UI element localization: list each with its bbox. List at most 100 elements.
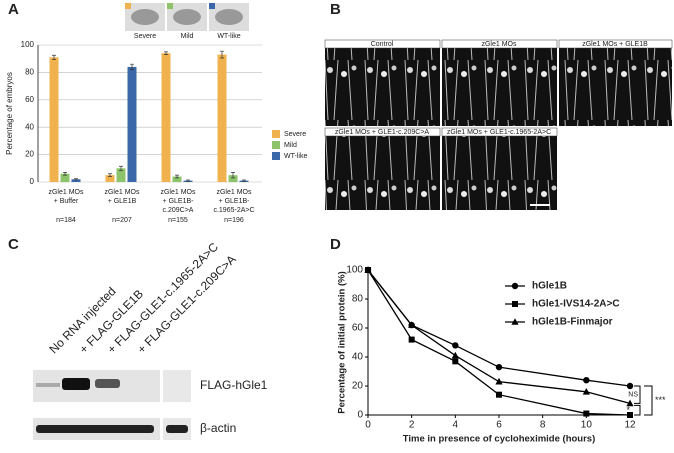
point bbox=[364, 266, 372, 273]
legend-label: Mild bbox=[284, 142, 297, 149]
point bbox=[451, 351, 459, 359]
bracket bbox=[644, 385, 653, 416]
phenotype-label: WT-like bbox=[217, 33, 240, 40]
n-label: n=196 bbox=[224, 217, 244, 224]
legend-label: Severe bbox=[284, 131, 306, 138]
bar bbox=[127, 66, 137, 182]
error-bar bbox=[52, 54, 56, 60]
x-tick-label: 6 bbox=[496, 420, 502, 431]
image-label: zGle1 MOs bbox=[481, 41, 517, 48]
x-tick-label: 8 bbox=[540, 420, 546, 431]
bar bbox=[228, 175, 238, 182]
bar bbox=[116, 168, 126, 182]
error-bar bbox=[186, 179, 190, 182]
y-tick-label: 40 bbox=[25, 122, 34, 131]
point bbox=[583, 410, 590, 417]
legend-swatch bbox=[272, 141, 280, 149]
x-tick-label: c.1965-2A>C bbox=[213, 207, 254, 214]
point bbox=[582, 388, 590, 395]
annotation: * bbox=[626, 405, 630, 415]
error-bar bbox=[108, 173, 112, 177]
annotation: NS bbox=[628, 392, 638, 399]
line bbox=[367, 269, 631, 405]
point bbox=[452, 342, 459, 349]
error-bar bbox=[242, 179, 246, 182]
image-label: zGle1 MOs + GLE1-c.209C>A bbox=[335, 129, 429, 136]
x-tick-label: 12 bbox=[624, 420, 636, 431]
y-tick-label: 20 bbox=[25, 150, 34, 159]
band-label: FLAG-hGle1 bbox=[200, 378, 268, 392]
y-tick-label: 100 bbox=[346, 265, 363, 276]
image-label: zGle1 MOs + GLE1B bbox=[582, 41, 648, 48]
x-tick-label: zGle1 MOs bbox=[160, 189, 196, 196]
point bbox=[452, 358, 459, 365]
x-tick-label: + GLE1B- bbox=[219, 198, 251, 205]
bar bbox=[60, 173, 70, 182]
legend-swatch bbox=[272, 152, 280, 160]
image-label: zGle1 MOs + GLE1-c.1965-2A>C bbox=[447, 129, 551, 136]
band-label: β-actin bbox=[200, 421, 236, 435]
microscopy-panels: Control zGle1 MOs zGle1 MOs + GLE1B zGle… bbox=[324, 39, 673, 210]
error-bar bbox=[119, 165, 123, 171]
point bbox=[408, 321, 416, 328]
x-tick-label: 0 bbox=[365, 420, 371, 431]
phenotype-label: Severe bbox=[134, 33, 156, 40]
bracket bbox=[634, 385, 641, 404]
bar bbox=[71, 179, 81, 182]
bracket bbox=[634, 404, 641, 416]
legend-label: hGle1B-Finmajor bbox=[532, 317, 613, 328]
annotation: *** bbox=[655, 395, 666, 405]
n-label: n=184 bbox=[56, 217, 76, 224]
point bbox=[408, 336, 415, 343]
error-bar bbox=[130, 63, 134, 71]
y-tick-label: 80 bbox=[25, 68, 34, 77]
n-label: n=207 bbox=[112, 217, 132, 224]
embryo-thumbnails: Severe Mild WT-like bbox=[125, 3, 249, 40]
point bbox=[511, 282, 519, 290]
y-tick-label: 40 bbox=[352, 352, 364, 363]
x-tick-label: 10 bbox=[581, 420, 593, 431]
lane-label: + FLAG-GLE1-c.1965-2A>C bbox=[104, 240, 221, 357]
bar bbox=[217, 54, 227, 183]
western-blot: No RNA injected + FLAG-GLE1B + FLAG-GLE1… bbox=[33, 240, 268, 440]
bar bbox=[172, 176, 182, 182]
bar bbox=[49, 57, 59, 182]
point bbox=[626, 382, 634, 390]
y-axis-label: Percentage of embryos bbox=[5, 72, 14, 155]
y-axis-label: Percentage of initial protein (%) bbox=[337, 271, 348, 414]
phenotype-label: Mild bbox=[181, 33, 194, 40]
point bbox=[583, 377, 590, 384]
panel-label: C bbox=[8, 236, 19, 253]
x-tick-label: c.209C>A bbox=[163, 207, 194, 214]
y-tick-label: 60 bbox=[352, 323, 364, 334]
n-label: n=155 bbox=[168, 217, 188, 224]
point bbox=[495, 377, 503, 385]
x-tick-label: zGle1 MOs bbox=[104, 189, 140, 196]
x-axis-label: Time in presence of cycloheximide (hours… bbox=[403, 434, 596, 445]
error-bar bbox=[220, 50, 224, 59]
panel-label: B bbox=[330, 1, 341, 18]
panel-label: A bbox=[8, 1, 19, 18]
panel-label: D bbox=[330, 236, 341, 253]
error-bar bbox=[63, 172, 67, 176]
error-bar bbox=[74, 178, 78, 181]
x-tick-label: 4 bbox=[453, 420, 459, 431]
y-tick-label: 0 bbox=[357, 410, 363, 421]
y-tick-label: 100 bbox=[21, 40, 35, 49]
point bbox=[512, 301, 518, 307]
x-tick-label: zGle1 MOs bbox=[48, 189, 84, 196]
error-bar bbox=[164, 51, 168, 55]
image-label: Control bbox=[371, 41, 394, 48]
legend-label: WT-like bbox=[284, 153, 307, 160]
point bbox=[511, 318, 519, 325]
legend-label: hGle1-IVS14-2A>C bbox=[532, 299, 620, 310]
x-tick-label: 2 bbox=[409, 420, 415, 431]
y-tick-label: 60 bbox=[25, 95, 34, 104]
x-tick-label: + GLE1B bbox=[108, 198, 137, 205]
legend-swatch bbox=[272, 130, 280, 138]
legend-label: hGle1B bbox=[532, 281, 567, 292]
error-bar bbox=[231, 172, 235, 179]
y-tick-label: 20 bbox=[352, 381, 364, 392]
point bbox=[626, 399, 634, 407]
